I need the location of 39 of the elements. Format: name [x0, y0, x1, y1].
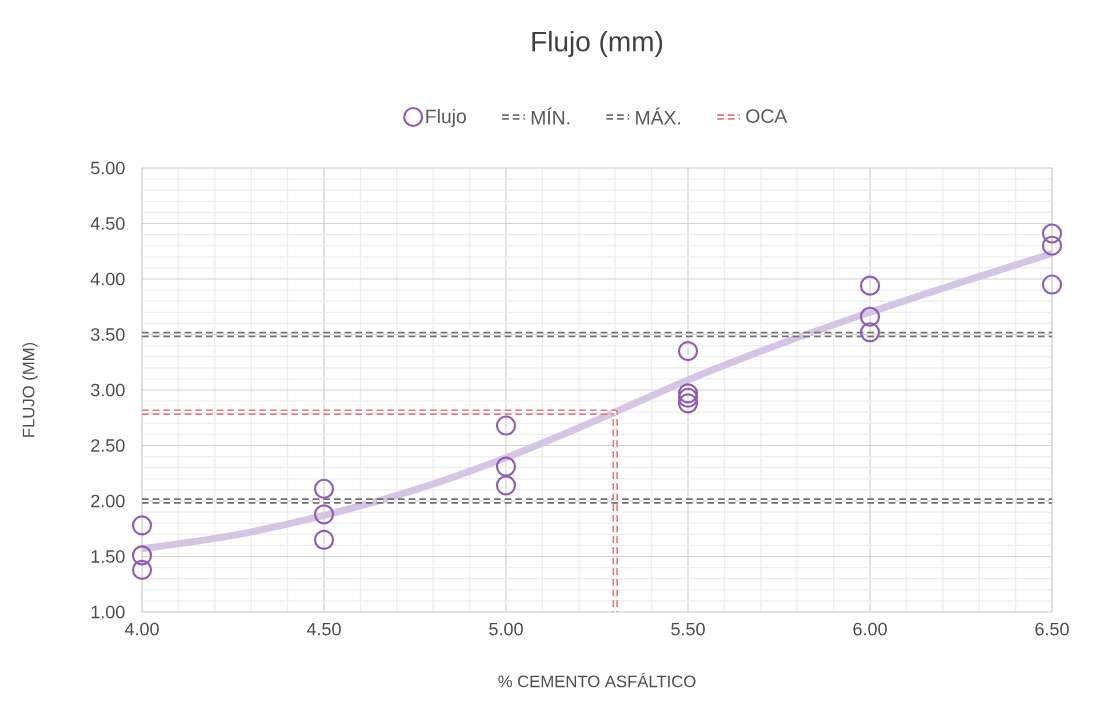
y-tick-label: 3.50 — [90, 328, 125, 341]
legend-label: OCA — [746, 109, 788, 123]
y-tick-label: 5.00 — [90, 161, 125, 175]
y-tick-label: 2.00 — [91, 494, 125, 508]
x-tick-label: 5.00 — [489, 622, 523, 636]
y-tick-label: 1.00 — [91, 605, 125, 619]
legend-label: Flujo — [426, 109, 466, 128]
y-tick-label: 4.00 — [90, 272, 125, 286]
point — [677, 393, 699, 414]
point — [1041, 223, 1063, 244]
y-tick-label: 3.00 — [90, 383, 125, 397]
point — [677, 341, 699, 362]
x-axis-title: % CEMENTO ASFÁLTICO — [498, 672, 696, 688]
point — [859, 322, 881, 343]
y-tick-label: 2.50 — [91, 439, 125, 452]
chart-title: Flujo (mm) — [532, 30, 663, 58]
point — [313, 504, 335, 525]
point — [495, 456, 517, 477]
x-tick-label: 5.50 — [671, 622, 705, 636]
x-tick-label: 4.50 — [306, 622, 341, 636]
point — [1041, 235, 1063, 256]
point — [859, 306, 881, 327]
point — [313, 478, 335, 499]
point — [131, 559, 153, 580]
legend-label: MÍN. — [531, 107, 570, 125]
x-tick-label: 4.00 — [124, 622, 159, 636]
y-tick-label: 4.50 — [90, 217, 125, 230]
y-tick-label: 1.50 — [91, 550, 125, 563]
legend-label: MÁX. — [636, 107, 681, 125]
point — [131, 515, 153, 536]
point — [1041, 274, 1063, 295]
point — [131, 545, 153, 566]
x-tick-label: 6.00 — [853, 622, 887, 636]
point — [313, 529, 335, 550]
point — [495, 475, 517, 496]
x-tick-label: 6.50 — [1035, 622, 1069, 636]
y-axis-title: FLUJO (MM) — [22, 342, 38, 437]
point — [859, 275, 881, 296]
point — [495, 415, 517, 436]
